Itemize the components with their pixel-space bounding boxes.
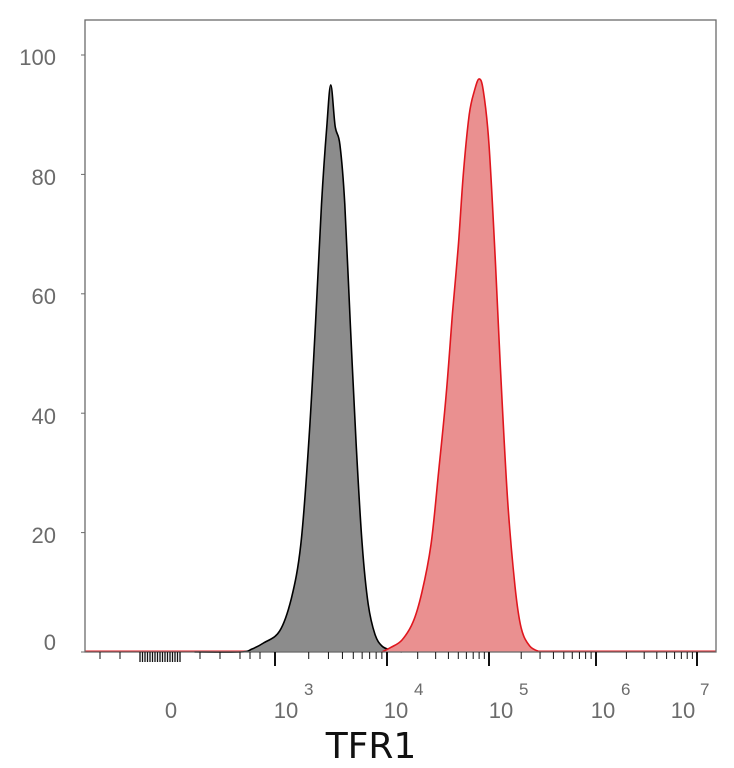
x-tick-label: 0 [165, 698, 177, 723]
y-tick-label: 20 [32, 523, 56, 548]
y-tick-label: 60 [32, 284, 56, 309]
y-tick-label: 100 [19, 45, 56, 70]
x-tick-base: 10 [489, 698, 513, 723]
x-tick-base: 10 [671, 698, 695, 723]
series-1-line [194, 84, 403, 654]
series-2-line [381, 78, 541, 653]
x-tick-base: 10 [274, 698, 298, 723]
x-tick-exponent: 4 [414, 680, 423, 699]
series-layer [85, 78, 716, 654]
x-tick-exponent: 5 [519, 680, 528, 699]
y-tick-label: 0 [44, 630, 56, 655]
y-tick-label: 40 [32, 404, 56, 429]
x-tick-exponent: 3 [304, 680, 313, 699]
plot-frame [84, 19, 717, 653]
series-1-area [194, 84, 402, 653]
y-tick-label: 80 [32, 165, 56, 190]
series-2-area [381, 78, 541, 652]
x-tick-exponent: 6 [621, 680, 630, 699]
x-tick-base: 10 [591, 698, 615, 723]
x-tick-base: 10 [384, 698, 408, 723]
x-axis-title: TFR1 [325, 726, 417, 767]
ticks-layer [81, 54, 698, 666]
x-tick-exponent: 7 [700, 680, 709, 699]
